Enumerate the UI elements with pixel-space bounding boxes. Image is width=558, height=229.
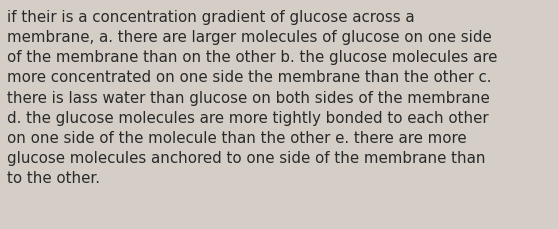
Text: if their is a concentration gradient of glucose across a
membrane, a. there are : if their is a concentration gradient of … bbox=[7, 10, 497, 185]
